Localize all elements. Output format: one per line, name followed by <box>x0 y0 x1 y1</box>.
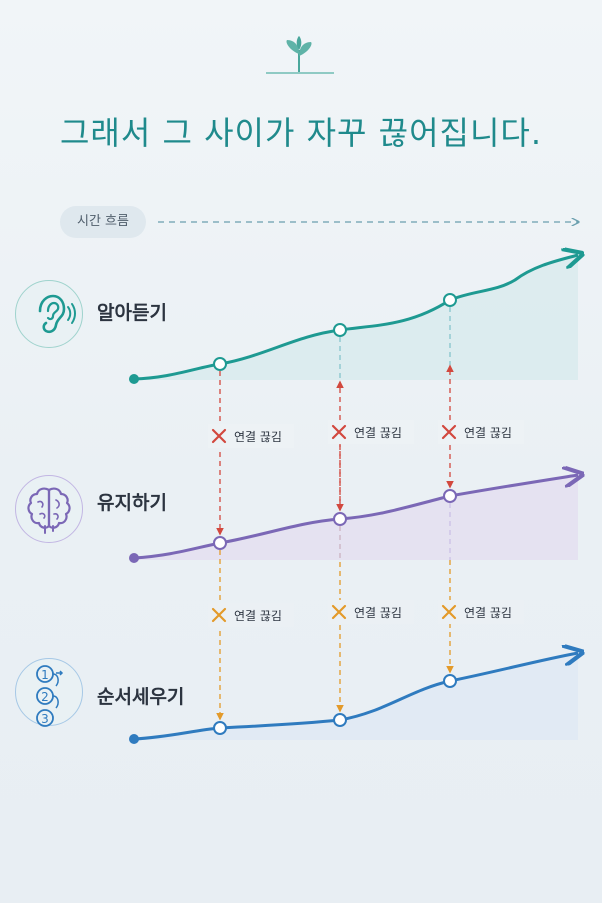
row-label-sequence: 순서세우기 <box>97 686 185 708</box>
brain-icon-badge <box>15 475 83 543</box>
sprout-icon <box>266 36 334 74</box>
break-marker-lower-3: 연결 끊김 <box>438 600 524 624</box>
numbered-steps-icon-badge: 1 2 3 <box>15 658 83 727</box>
break-label-upper-1: 연결 끊김 <box>234 430 282 444</box>
sequence-start-dot <box>129 734 139 744</box>
maintain-node-3 <box>443 489 457 503</box>
break-marker-upper-1: 연결 끊김 <box>208 424 294 448</box>
understand-node-1 <box>213 357 227 371</box>
sequence-node-3 <box>443 674 457 688</box>
understand-node-2 <box>333 323 347 337</box>
understand-node-3 <box>443 293 457 307</box>
break-label-upper-2: 연결 끊김 <box>354 426 402 440</box>
break-marker-lower-1: 연결 끊김 <box>208 603 294 627</box>
break-label-lower-2: 연결 끊김 <box>354 606 402 620</box>
understand-start-dot <box>129 374 139 384</box>
maintain-node-1 <box>213 536 227 550</box>
maintain-node-2 <box>333 512 347 526</box>
break-label-lower-1: 연결 끊김 <box>234 609 282 623</box>
brain-icon <box>27 487 71 534</box>
maintain-start-dot <box>129 553 139 563</box>
break-marker-lower-2: 연결 끊김 <box>328 600 414 624</box>
step-digit-1: 1 <box>41 668 49 682</box>
numbered-steps-icon: 1 2 3 <box>36 665 64 727</box>
ear-icon <box>38 294 76 334</box>
break-marker-upper-3: 연결 끊김 <box>438 420 524 444</box>
step-digit-3: 3 <box>41 712 49 726</box>
time-flow-label: 시간 흐름 <box>60 206 146 238</box>
sequence-node-2 <box>333 713 347 727</box>
break-label-lower-3: 연결 끊김 <box>464 606 512 620</box>
row-label-maintain: 유지하기 <box>97 492 167 514</box>
break-marker-upper-2: 연결 끊김 <box>328 420 414 444</box>
sequence-area <box>134 653 578 740</box>
ear-icon-badge <box>15 280 83 348</box>
row-label-understand: 알아듣기 <box>97 302 167 324</box>
break-label-upper-3: 연결 끊김 <box>464 426 512 440</box>
understand-area <box>134 255 578 380</box>
step-digit-2: 2 <box>41 690 49 704</box>
sequence-node-1 <box>213 721 227 735</box>
page-title: 그래서 그 사이가 자꾸 끊어집니다. <box>59 114 543 152</box>
